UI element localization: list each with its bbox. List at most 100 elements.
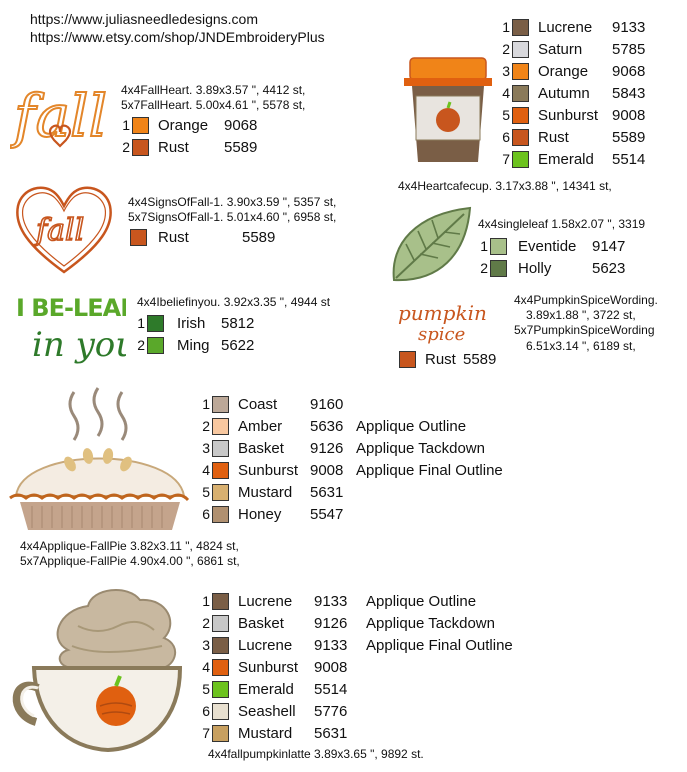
thread-number: 6	[202, 506, 210, 522]
thread-code: 5631	[314, 724, 348, 742]
website-url[interactable]: https://www.juliasneedledesigns.com	[30, 11, 259, 27]
fall-pumpkin-latte-design	[12, 588, 183, 753]
pumpkin-word: pumpkin	[398, 301, 487, 325]
thread-row: 5 Emerald 5514	[198, 678, 513, 700]
thread-code: 5636	[310, 417, 344, 435]
thread-name: Eventide	[518, 237, 577, 255]
thread-swatch	[147, 314, 164, 332]
thread-name: Rust	[538, 128, 569, 146]
believe-in-you-design: I BE-LEAF in you	[16, 294, 126, 365]
fallpie-spec-1: 4x4Applique-FallPie 3.82x3.11 ", 4824 st…	[20, 539, 239, 553]
thread-name: Lucrene	[238, 592, 293, 610]
thread-code: 9160	[310, 395, 344, 413]
thread-code: 5622	[221, 336, 255, 354]
thread-swatch	[512, 18, 529, 36]
thread-note	[356, 481, 503, 503]
thread-number: 5	[202, 484, 210, 500]
thread-number: 1	[480, 238, 488, 254]
thread-name: Basket	[238, 614, 284, 632]
single-leaf-design	[392, 206, 472, 282]
heart-cafe-cup-design	[404, 57, 492, 162]
thread-name: Coast	[238, 395, 278, 413]
thread-row: 3 Lucrene 9133 Applique Final Outline	[198, 634, 513, 656]
thread-note: Applique Final Outline	[356, 461, 503, 479]
thread-number: 4	[502, 85, 510, 101]
etsy-url[interactable]: https://www.etsy.com/shop/JNDEmbroideryP…	[30, 29, 325, 45]
thread-number: 2	[202, 615, 210, 631]
thread-swatch	[512, 40, 529, 58]
thread-code: 5785	[612, 40, 646, 58]
thread-number: 1	[202, 396, 210, 412]
thread-code: 5589	[224, 138, 258, 156]
thread-number: 1	[202, 593, 210, 609]
thread-swatch	[490, 237, 507, 255]
thread-note: Applique Tackdown	[366, 614, 495, 632]
signsoffall-spec-2: 5x7SignsOfFall-1. 5.01x4.60 ", 6958 st,	[128, 210, 337, 224]
pumpkinspice-spec-1: 4x4PumpkinSpiceWording.	[514, 293, 658, 307]
thread-code: 5812	[221, 314, 255, 332]
thread-name: Mustard	[238, 724, 293, 742]
thread-row: 4 Sunburst 9008 Applique Final Outline	[198, 459, 503, 481]
thread-name: Holly	[518, 259, 552, 277]
thread-name: Lucrene	[538, 18, 593, 36]
thread-row: 2 Holly 5623	[476, 257, 625, 279]
thread-number: 2	[502, 41, 510, 57]
thread-row: 1 Lucrene 9133 Applique Outline	[198, 590, 513, 612]
thread-number: 3	[202, 440, 210, 456]
latte-spec: 4x4fallpumpkinlatte 3.89x3.65 ", 9892 st…	[208, 747, 424, 761]
thread-number: 6	[502, 129, 510, 145]
thread-name: Sunburst	[238, 658, 299, 676]
thread-note	[356, 393, 503, 415]
pumpkinspice-spec-4: 6.51x3.14 ", 6189 st,	[526, 339, 636, 353]
thread-code: 5623	[592, 259, 626, 277]
thread-swatch	[212, 702, 229, 720]
fall-heart-design: fall	[10, 81, 108, 151]
thread-note	[356, 503, 503, 525]
thread-note	[366, 722, 513, 744]
thread-name: Emerald	[238, 680, 294, 698]
thread-row: 7 Emerald 5514	[498, 148, 645, 170]
thread-swatch	[212, 505, 229, 523]
thread-number: 3	[502, 63, 510, 79]
thread-name: Ming	[177, 336, 210, 354]
thread-row: 1 Eventide 9147	[476, 235, 625, 257]
thread-name: Lucrene	[238, 636, 293, 654]
thread-code: 9126	[314, 614, 348, 632]
thread-row: 6 Honey 5547	[198, 503, 503, 525]
thread-code: 9008	[310, 461, 344, 479]
thread-code: 9133	[612, 18, 646, 36]
thread-swatch	[212, 724, 229, 742]
thread-swatch	[512, 128, 529, 146]
thread-code: 9008	[314, 658, 348, 676]
thread-number: 5	[502, 107, 510, 123]
thread-code: 9147	[592, 237, 626, 255]
thread-code: 9068	[612, 62, 646, 80]
cafecup-thread-table: 1 Lucrene 9133 2 Saturn 5785 3 Orange 90…	[498, 16, 645, 170]
pumpkinspice-thread-table: Rust 5589	[399, 348, 496, 370]
thread-swatch	[490, 259, 507, 277]
thread-name: Rust	[158, 138, 189, 156]
thread-number: 4	[202, 659, 210, 675]
thread-number: 2	[202, 418, 210, 434]
thread-row: 1 Orange 9068	[118, 114, 257, 136]
thread-row: 2 Ming 5622	[133, 334, 254, 356]
thread-code: 5776	[314, 702, 348, 720]
latte-thread-table: 1 Lucrene 9133 Applique Outline 2 Basket…	[198, 590, 513, 744]
fallheart-spec-2: 5x7FallHeart. 5.00x4.61 ", 5578 st,	[121, 98, 306, 112]
thread-code: 9126	[310, 439, 344, 457]
thread-name: Seashell	[238, 702, 296, 720]
cafecup-spec: 4x4Heartcafecup. 3.17x3.88 ", 14341 st,	[398, 179, 612, 193]
thread-code: 9133	[314, 592, 348, 610]
thread-row: 1 Lucrene 9133	[498, 16, 645, 38]
thread-row: 6 Seashell 5776	[198, 700, 513, 722]
thread-name: Mustard	[238, 483, 293, 501]
thread-row: 2 Rust 5589	[118, 136, 257, 158]
thread-code: 5589	[463, 350, 497, 368]
thread-number: 1	[502, 19, 510, 35]
leaf-thread-table: 1 Eventide 9147 2 Holly 5623	[476, 235, 625, 279]
thread-swatch	[212, 395, 229, 413]
fall-pie-design	[9, 387, 190, 530]
believe-line-1: I BE-LEAF	[16, 294, 126, 322]
thread-swatch	[212, 614, 229, 632]
thread-row: 1 Coast 9160	[198, 393, 503, 415]
